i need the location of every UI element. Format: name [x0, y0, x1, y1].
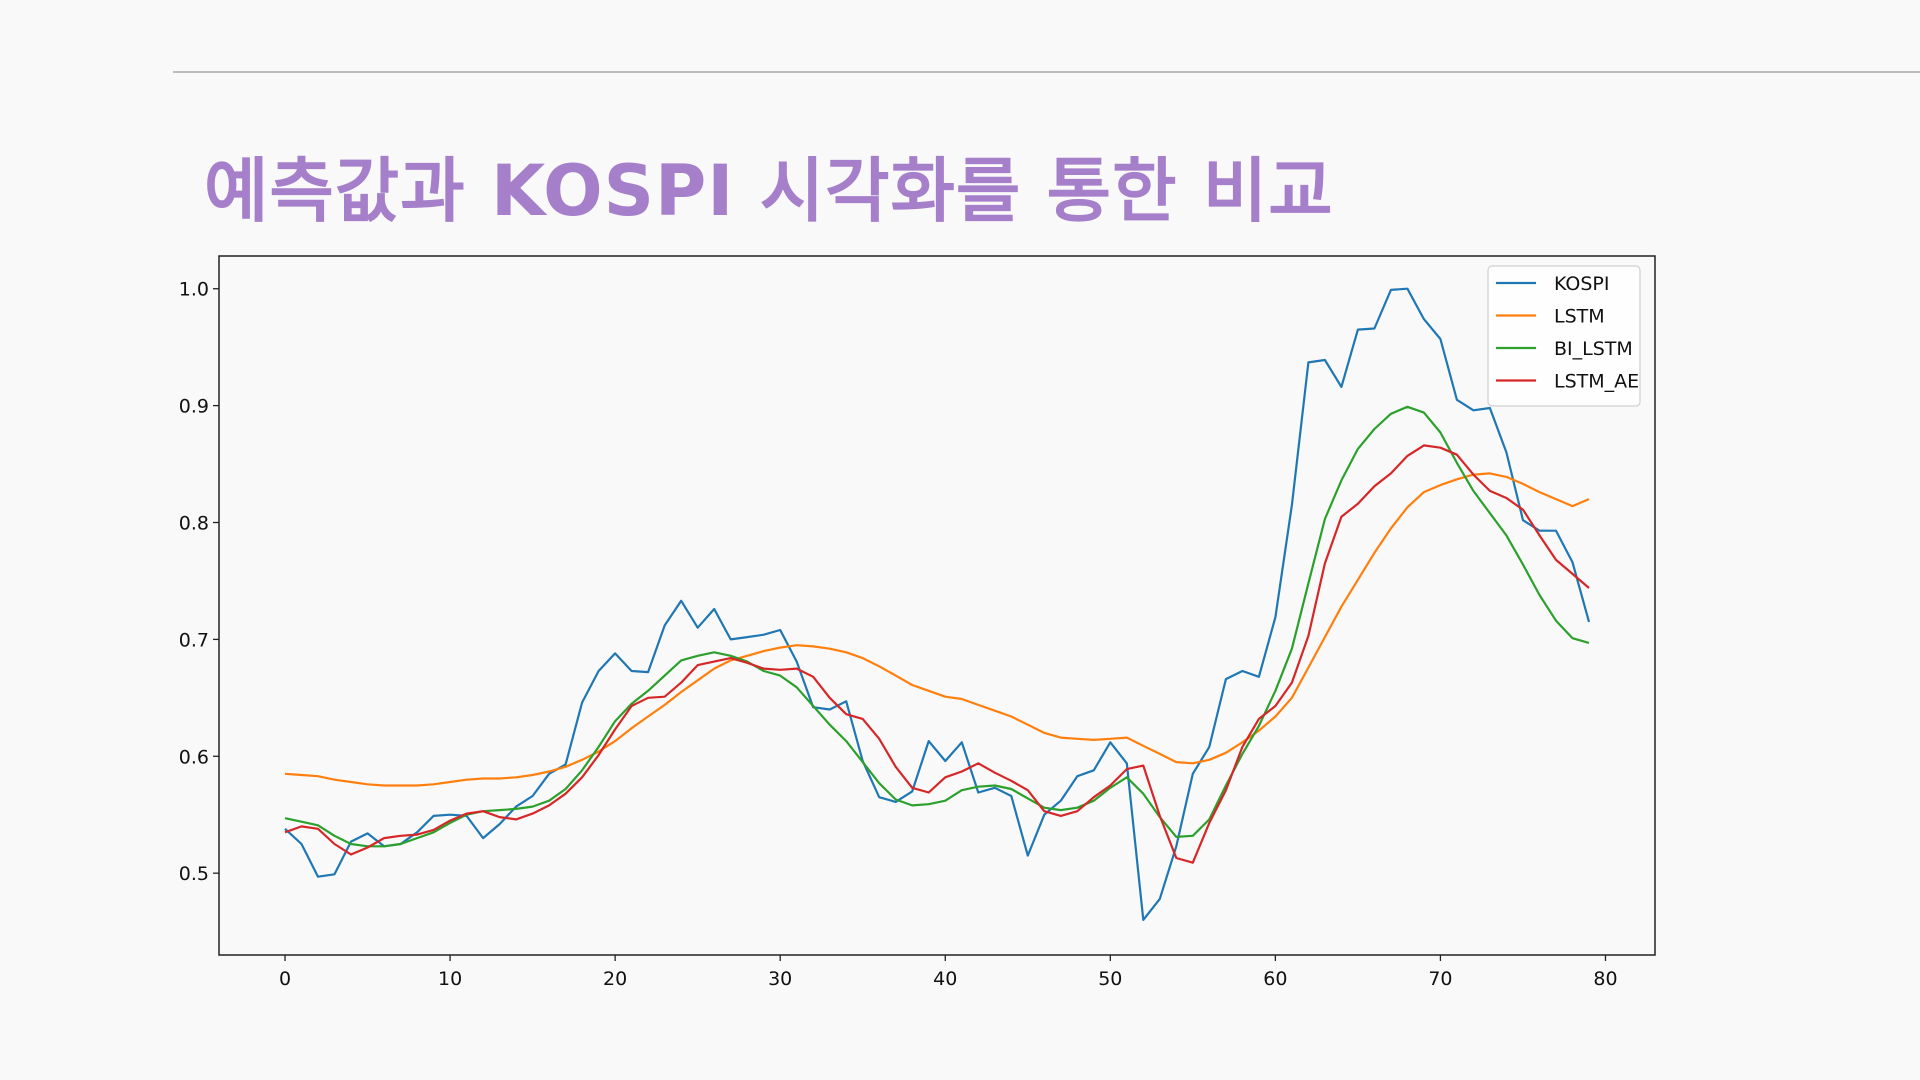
y-tick-label: 0.5 [179, 863, 209, 885]
y-tick-label: 0.7 [179, 629, 209, 651]
legend-label: KOSPI [1554, 273, 1610, 295]
legend-label: LSTM_AE [1554, 371, 1639, 393]
x-tick-label: 40 [933, 968, 957, 990]
x-axis: 0 10 20 30 40 50 60 70 80 [279, 955, 1618, 990]
series-line-kospi [284, 287, 1591, 922]
y-tick-label: 0.6 [179, 746, 209, 768]
y-tick-label: 1.0 [179, 279, 209, 301]
x-tick-label: 80 [1593, 968, 1617, 990]
top-rule [173, 71, 1920, 73]
series-line-bi-lstm [284, 405, 1590, 848]
slide-title: 예측값과 KOSPI 시각화를 통한 비교 [204, 150, 1334, 232]
x-tick-label: 30 [768, 968, 792, 990]
legend-label: LSTM [1554, 306, 1605, 328]
x-tick-label: 10 [438, 968, 462, 990]
series-line-lstm [284, 472, 1590, 787]
x-tick-label: 0 [279, 968, 291, 990]
y-tick-label: 0.8 [179, 513, 209, 535]
plot-lines [284, 287, 1591, 922]
x-tick-label: 60 [1263, 968, 1287, 990]
x-tick-label: 20 [603, 968, 627, 990]
plot-frame [218, 255, 1656, 956]
y-tick-label: 0.9 [179, 396, 209, 418]
x-tick-label: 50 [1098, 968, 1122, 990]
series-line-lstm-ae [284, 444, 1590, 864]
x-tick-label: 70 [1428, 968, 1452, 990]
legend: KOSPI LSTM BI_LSTM LSTM_AE [1487, 265, 1641, 407]
legend-label: BI_LSTM [1554, 338, 1633, 360]
legend-box [1487, 265, 1641, 407]
y-axis: 0.5 0.6 0.7 0.8 0.9 1.0 [179, 279, 219, 885]
